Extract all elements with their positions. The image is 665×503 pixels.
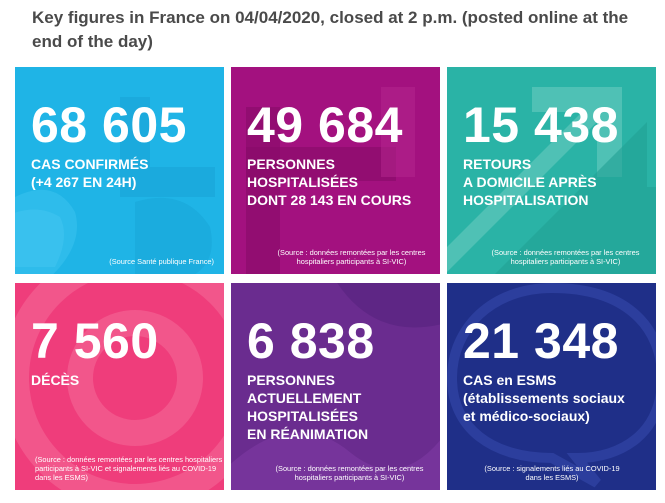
hospitalized-label: PERSONNES HOSPITALISÉES DONT 28 143 EN C… (247, 156, 412, 208)
intensive-care-source: (Source : données remontées par les cent… (275, 464, 424, 482)
card-returned-home: 15 438 RETOURS A DOMICILE APRÈS HOSPITAL… (447, 67, 656, 274)
card-deaths: 7 560 DÉCÈS (Source : données remontées … (15, 283, 224, 490)
speech-bubble-shape-icon (447, 283, 656, 488)
deaths-label: DÉCÈS (31, 372, 80, 388)
confirmed-cases-value: 68 605 (31, 97, 187, 153)
card-esms-cases: 21 348 CAS en ESMS (établissements socia… (447, 283, 656, 490)
hospitalized-value: 49 684 (247, 97, 403, 153)
wave-shape-icon (231, 283, 440, 490)
esms-cases-value: 21 348 (463, 313, 619, 369)
card-confirmed-cases: 68 605 CAS CONFIRMÉS (+4 267 EN 24H) (So… (15, 67, 224, 274)
intensive-care-label: PERSONNES ACTUELLEMENT HOSPITALISÉES EN … (247, 372, 369, 442)
hospitalized-source: (Source : données remontées par les cent… (277, 248, 426, 266)
diagonal-arrows-shape-icon (447, 87, 656, 274)
esms-cases-source: (Source : signalements liés au COVID-19 … (484, 464, 620, 482)
returned-home-source: (Source : données remontées par les cent… (491, 248, 640, 266)
esms-cases-label: CAS en ESMS (établissements sociaux et m… (463, 372, 625, 424)
hospital-cross-shape-icon (246, 87, 415, 274)
card-hospitalized: 49 684 PERSONNES HOSPITALISÉES DONT 28 1… (231, 67, 440, 274)
returned-home-label: RETOURS A DOMICILE APRÈS HOSPITALISATION (463, 156, 597, 208)
returned-home-value: 15 438 (463, 97, 619, 153)
confirmed-cases-source: (Source Santé publique France) (109, 257, 214, 266)
concentric-circles-shape-icon (15, 283, 224, 490)
deaths-value: 7 560 (31, 313, 159, 369)
intensive-care-value: 6 838 (247, 313, 375, 369)
number-20-shape-icon (15, 97, 215, 274)
page-heading: Key figures in France on 04/04/2020, clo… (32, 8, 629, 51)
card-intensive-care: 6 838 PERSONNES ACTUELLEMENT HOSPITALISÉ… (231, 283, 440, 490)
deaths-source: (Source : données remontées par les cent… (35, 455, 223, 482)
confirmed-cases-label: CAS CONFIRMÉS (+4 267 EN 24H) (31, 156, 149, 190)
